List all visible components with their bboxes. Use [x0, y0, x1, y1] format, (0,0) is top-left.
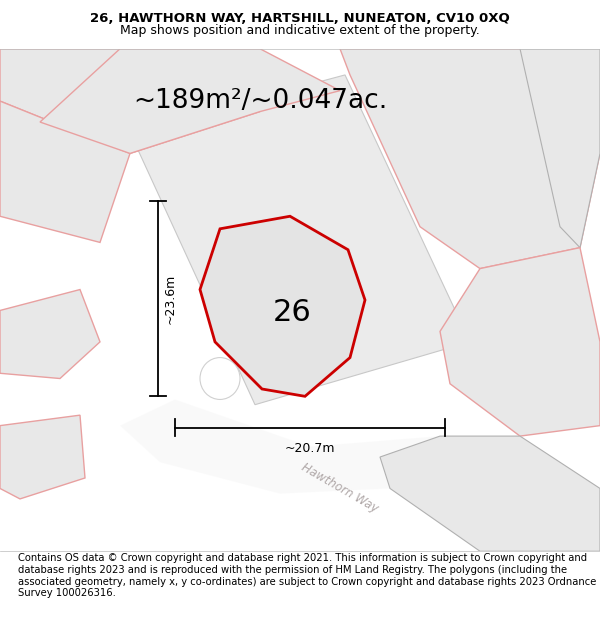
- Text: ~23.6m: ~23.6m: [164, 273, 177, 324]
- Polygon shape: [440, 248, 600, 436]
- Polygon shape: [40, 49, 340, 153]
- Text: ~20.7m: ~20.7m: [285, 442, 335, 456]
- Text: Contains OS data © Crown copyright and database right 2021. This information is : Contains OS data © Crown copyright and d…: [18, 554, 596, 598]
- Polygon shape: [200, 216, 365, 396]
- Polygon shape: [0, 101, 130, 242]
- Text: 26, HAWTHORN WAY, HARTSHILL, NUNEATON, CV10 0XQ: 26, HAWTHORN WAY, HARTSHILL, NUNEATON, C…: [90, 12, 510, 25]
- Polygon shape: [120, 399, 440, 494]
- Polygon shape: [380, 436, 600, 551]
- Polygon shape: [340, 49, 600, 269]
- Text: Map shows position and indicative extent of the property.: Map shows position and indicative extent…: [120, 24, 480, 36]
- Text: ~189m²/~0.047ac.: ~189m²/~0.047ac.: [133, 88, 387, 114]
- Circle shape: [200, 357, 240, 399]
- Text: Hawthorn Way: Hawthorn Way: [299, 461, 381, 516]
- Polygon shape: [0, 49, 260, 153]
- Polygon shape: [130, 75, 470, 405]
- Polygon shape: [0, 289, 100, 379]
- Polygon shape: [0, 415, 85, 499]
- Polygon shape: [520, 49, 600, 248]
- Text: 26: 26: [272, 298, 311, 327]
